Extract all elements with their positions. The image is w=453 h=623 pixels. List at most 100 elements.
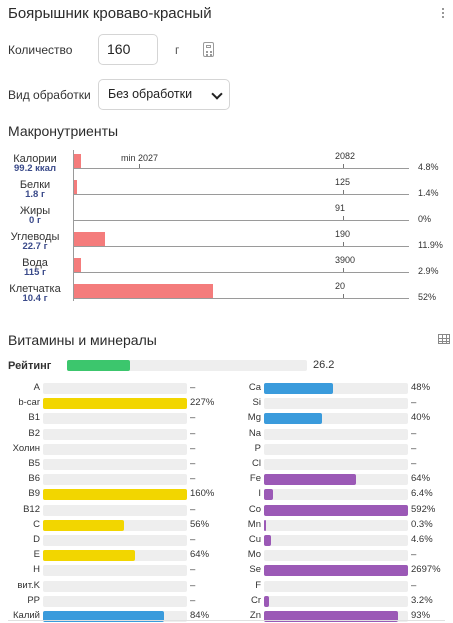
macros-axis	[73, 150, 74, 301]
nutrient-row: Se 2697%	[0, 564, 453, 577]
macro-baseline	[73, 168, 409, 169]
macro-bar	[74, 232, 105, 246]
nutrient-name: B9	[28, 488, 40, 500]
nutrient-value: –	[190, 503, 196, 515]
rating-value: 26.2	[313, 359, 335, 371]
macro-name: Калории	[13, 153, 57, 165]
nutrient-value: –	[190, 382, 196, 393]
nutrient-bar-fill	[264, 565, 408, 577]
nutrient-bar	[264, 383, 408, 394]
nutrient-bar	[264, 595, 408, 607]
nutrient-name: Ca	[248, 382, 261, 393]
nutrient-name: B12	[23, 503, 40, 515]
quantity-input[interactable]: 160	[98, 34, 158, 65]
nutrient-bar-fill	[43, 398, 187, 410]
nutrient-row: Co 592%	[0, 504, 453, 516]
nutrient-bar-fill	[264, 595, 269, 607]
more-menu-icon[interactable]	[438, 6, 448, 22]
nutrient-bar-fill	[264, 413, 322, 425]
nutrient-value: 64%	[190, 549, 210, 561]
vitamins-heading: Витамины и минералы	[8, 332, 157, 348]
nutrient-value: –	[190, 458, 196, 469]
chevron-down-icon	[211, 88, 223, 100]
nutrient-row: Ca 48%	[0, 382, 453, 394]
macro-min-tick	[139, 164, 140, 168]
nutrient-bar	[43, 443, 187, 455]
nutrient-value: 48%	[411, 382, 431, 393]
nutrient-row: H –	[0, 564, 453, 577]
nutrient-bar	[43, 611, 187, 622]
nutrient-value: –	[190, 473, 196, 485]
nutrient-value: –	[190, 564, 196, 576]
processing-selected-value: Без обработки	[108, 87, 193, 101]
nutrient-value: –	[411, 579, 417, 591]
macro-baseline	[73, 272, 409, 273]
nutrient-bar	[43, 550, 187, 562]
nutrient-bar	[43, 489, 187, 501]
nutrient-row: A –	[0, 382, 453, 394]
rating-bar	[67, 360, 307, 371]
nutrient-bar	[264, 398, 408, 410]
nutrient-name: Fe	[249, 473, 261, 485]
nutrient-row: Si –	[0, 397, 453, 410]
nutrient-value: 227%	[190, 397, 215, 409]
table-view-icon[interactable]	[438, 334, 450, 344]
nutrient-bar-fill	[264, 474, 356, 486]
nutrient-bar	[43, 474, 187, 486]
macro-norm: 91	[335, 203, 346, 213]
macro-percent: 4.8%	[418, 162, 439, 172]
macro-norm-tick	[343, 294, 344, 298]
nutrient-bar	[264, 550, 408, 562]
nutrient-bar-fill	[43, 550, 135, 562]
nutrient-row: Калий 84%	[0, 610, 453, 622]
nutrient-row: E 64%	[0, 549, 453, 562]
nutrient-name: D	[33, 534, 40, 545]
nutrient-row: D –	[0, 534, 453, 546]
nutrient-name: Mn	[247, 518, 261, 530]
nutrient-value: 4.6%	[411, 534, 433, 545]
macro-value: 1.8 г	[25, 189, 45, 200]
nutrient-value: –	[190, 594, 196, 606]
nutrient-row: PP –	[0, 595, 453, 607]
nutrient-bar-fill	[264, 489, 273, 501]
quantity-label: Количество	[8, 43, 73, 57]
macro-baseline	[73, 194, 409, 195]
nutrient-name: B2	[28, 427, 40, 439]
macro-name: Вода	[22, 257, 48, 269]
nutrient-value: 3.2%	[411, 594, 433, 606]
macro-name: Белки	[19, 179, 51, 191]
nutrient-row: Fe 64%	[0, 473, 453, 486]
nutrient-value: 56%	[190, 518, 210, 530]
nutrient-row: Mg 40%	[0, 412, 453, 425]
macro-bar	[74, 180, 77, 194]
macro-baseline	[73, 298, 409, 299]
macro-min-label: min 2027	[121, 153, 159, 163]
nutrient-row: C 56%	[0, 519, 453, 531]
nutrient-bar	[264, 580, 408, 592]
macro-value: 10.4 г	[22, 293, 48, 304]
nutrient-bar-fill	[264, 383, 333, 394]
nutrient-name: b-car	[18, 397, 40, 409]
nutrient-value: 84%	[190, 610, 210, 621]
nutrient-name: PP	[27, 594, 40, 606]
nutrient-value: 64%	[411, 473, 431, 485]
nutrient-bar	[264, 428, 408, 440]
nutrient-name: B6	[28, 473, 40, 485]
macro-norm: 2082	[335, 151, 356, 161]
nutrient-row: Холин –	[0, 443, 453, 455]
nutrient-row: B2 –	[0, 428, 453, 440]
nutrient-name: P	[254, 442, 261, 454]
nutrient-bar	[43, 459, 187, 470]
macros-chart: Калории 99.2 ккал 2082 min 2027 4.8% Белки 1.8…	[0, 150, 453, 305]
nutrient-value: –	[190, 534, 196, 545]
calculator-icon[interactable]	[203, 42, 214, 57]
nutrient-value: 93%	[411, 610, 431, 621]
nutrient-value: 2697%	[411, 564, 441, 576]
nutrient-bar	[264, 489, 408, 501]
processing-select[interactable]: Без обработки	[98, 79, 230, 110]
nutrient-name: B5	[28, 458, 40, 469]
nutrient-row: I 6.4%	[0, 488, 453, 501]
nutrient-name: Mg	[247, 412, 261, 424]
nutrient-value: 0.3%	[411, 518, 433, 530]
macro-name: Клетчатка	[9, 283, 61, 295]
